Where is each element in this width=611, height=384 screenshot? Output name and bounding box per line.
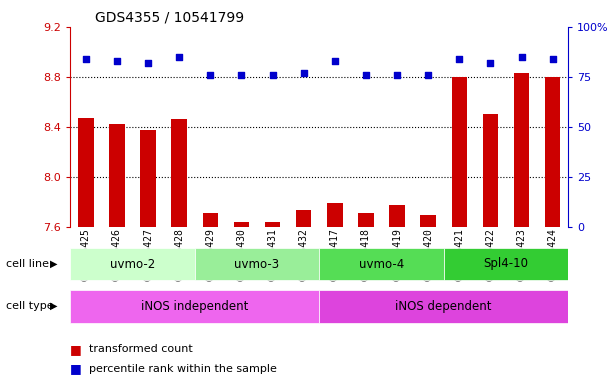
Text: ■: ■ <box>70 343 82 356</box>
Point <box>205 72 215 78</box>
Point <box>174 54 184 60</box>
Bar <box>172 119 187 227</box>
Point <box>517 54 527 60</box>
Point <box>361 72 371 78</box>
Bar <box>545 77 560 227</box>
Text: uvmo-3: uvmo-3 <box>235 258 280 270</box>
Text: iNOS dependent: iNOS dependent <box>395 300 492 313</box>
Point <box>299 70 309 76</box>
Bar <box>202 213 218 227</box>
Bar <box>78 118 93 227</box>
Text: uvmo-4: uvmo-4 <box>359 258 404 270</box>
Bar <box>358 213 374 227</box>
Text: GDS4355 / 10541799: GDS4355 / 10541799 <box>95 10 244 24</box>
Text: uvmo-2: uvmo-2 <box>110 258 155 270</box>
Text: cell line: cell line <box>6 259 49 269</box>
Bar <box>320 248 444 280</box>
Text: Spl4-10: Spl4-10 <box>483 258 529 270</box>
Point <box>423 72 433 78</box>
Bar <box>233 222 249 227</box>
Text: iNOS independent: iNOS independent <box>141 300 249 313</box>
Text: ■: ■ <box>70 362 82 375</box>
Point <box>392 72 402 78</box>
Point <box>330 58 340 64</box>
Point <box>143 60 153 66</box>
Bar <box>320 290 568 323</box>
Text: ▶: ▶ <box>50 301 57 311</box>
Point <box>486 60 496 66</box>
Bar <box>141 131 156 227</box>
Bar <box>195 248 320 280</box>
Bar <box>70 290 320 323</box>
Bar <box>296 210 312 227</box>
Text: ▶: ▶ <box>50 259 57 269</box>
Point <box>236 72 246 78</box>
Bar <box>483 114 498 227</box>
Bar <box>452 77 467 227</box>
Text: cell type: cell type <box>6 301 54 311</box>
Bar <box>109 124 125 227</box>
Bar <box>70 248 195 280</box>
Point <box>455 56 464 62</box>
Point <box>548 56 558 62</box>
Text: percentile rank within the sample: percentile rank within the sample <box>89 364 276 374</box>
Bar <box>444 248 568 280</box>
Point <box>268 72 277 78</box>
Point <box>112 58 122 64</box>
Point <box>81 56 90 62</box>
Bar <box>265 222 280 227</box>
Bar <box>420 215 436 227</box>
Bar <box>514 73 529 227</box>
Bar <box>389 205 405 227</box>
Bar <box>327 203 343 227</box>
Text: transformed count: transformed count <box>89 344 192 354</box>
